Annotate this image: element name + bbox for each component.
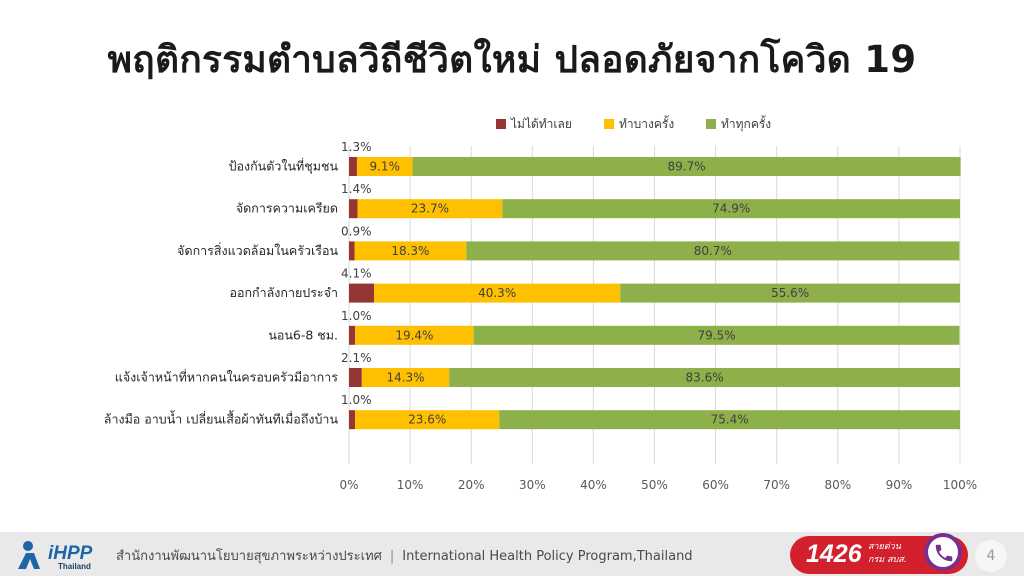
bar-segment xyxy=(449,368,960,387)
data-label: 74.9% xyxy=(712,202,750,216)
logo-subtext: Thailand xyxy=(58,562,91,571)
x-tick-label: 10% xyxy=(397,478,424,492)
x-tick-label: 20% xyxy=(458,478,485,492)
bar-segment xyxy=(502,199,960,219)
data-label: 18.3% xyxy=(391,244,429,258)
bar-segment xyxy=(356,157,413,176)
data-label: 4.1% xyxy=(341,267,372,281)
bar-segment xyxy=(620,283,960,303)
org-name-thai: สำนักงานพัฒนานโยบายสุขภาพระหว่างประเทศ xyxy=(116,549,382,564)
bar-segment xyxy=(355,325,474,345)
slide-title: พฤติกรรมตำบลวิถีชีวิตใหม่ ปลอดภัยจากโควิ… xyxy=(107,38,917,81)
hotline-number: 1426 xyxy=(806,540,862,568)
bar-segment xyxy=(349,199,358,219)
x-tick-label: 30% xyxy=(519,478,546,492)
x-tick-label: 0% xyxy=(339,478,358,492)
category-label: ออกกำลังกายประจำ xyxy=(229,285,338,300)
page-number: 4 xyxy=(975,540,1007,572)
category-label: ล้างมือ อาบน้ำ เปลี่ยนเสื้อผ้าทันทีเมื่อ… xyxy=(104,410,339,427)
category-label: จัดการความเครียด xyxy=(236,201,338,216)
data-label: 1.3% xyxy=(341,140,372,154)
data-label: 0.9% xyxy=(341,224,372,238)
data-label: 23.6% xyxy=(408,413,446,427)
data-label: 79.5% xyxy=(697,328,735,342)
category-label: แจ้งเจ้าหน้าที่หากคนในครอบครัวมีอาการ xyxy=(115,369,338,385)
data-label: 80.7% xyxy=(694,244,732,258)
footer-separator: | xyxy=(389,549,395,564)
stacked-bar-chart: 0% 10% 20% 30% 40% 50% 60% 70% 80% 90% 100% ไม่ได้ท… xyxy=(104,115,977,492)
legend-swatch xyxy=(604,119,614,129)
x-tick-label: 90% xyxy=(886,478,913,492)
bar-segment xyxy=(361,368,450,387)
data-label: 83.6% xyxy=(686,371,724,385)
data-label: 1.0% xyxy=(341,309,372,323)
legend-label: ทำบางครั้ง xyxy=(619,115,674,131)
phone-icon xyxy=(924,533,962,571)
data-label: 14.3% xyxy=(386,371,424,385)
data-label: 89.7% xyxy=(668,160,706,174)
data-label: 23.7% xyxy=(411,202,449,216)
bar-segment xyxy=(466,241,960,261)
legend-swatch xyxy=(496,119,506,129)
x-tick-label: 50% xyxy=(641,478,668,492)
category-label: จัดการสิ่งแวดล้อมในครัวเรือน xyxy=(177,242,338,258)
bar-segment xyxy=(349,157,357,176)
bar-segment xyxy=(349,325,356,345)
logo-text: iHPP xyxy=(48,543,93,564)
data-label: 19.4% xyxy=(395,328,433,342)
org-name-english: International Health Policy Program,Thai… xyxy=(402,549,693,564)
bar-segment xyxy=(355,410,500,430)
data-label: 75.4% xyxy=(711,413,749,427)
bar-segment xyxy=(349,241,355,261)
data-label: 1.0% xyxy=(341,393,372,407)
category-label: ป้องกันตัวในที่ชุมชน xyxy=(229,158,339,175)
bar-segment xyxy=(349,410,356,430)
x-tick-label: 80% xyxy=(824,478,851,492)
bar-segment xyxy=(354,241,467,261)
data-label: 2.1% xyxy=(341,351,372,365)
hotline-label: สายด่วน กรม สบส. xyxy=(868,542,907,565)
x-tick-label: 100% xyxy=(943,478,977,492)
legend-swatch xyxy=(706,119,716,129)
bar-segment xyxy=(412,157,961,176)
ihpp-logo: iHPP Thailand xyxy=(14,539,94,573)
bar-segment xyxy=(499,410,960,430)
category-label: นอน6-8 ชม. xyxy=(268,327,338,342)
data-label: 40.3% xyxy=(478,286,516,300)
bar-segment xyxy=(473,325,960,345)
bar-segment xyxy=(349,368,362,387)
bar-segment xyxy=(349,283,375,303)
logo-figure-icon xyxy=(18,541,40,569)
legend-label: ไม่ได้ทำเลย xyxy=(510,117,572,131)
bar-segment xyxy=(357,199,503,219)
bar-segment xyxy=(374,283,621,303)
data-label: 55.6% xyxy=(771,286,809,300)
footer-organization: สำนักงานพัฒนานโยบายสุขภาพระหว่างประเทศ | I… xyxy=(116,545,693,566)
x-tick-label: 40% xyxy=(580,478,607,492)
data-label: 9.1% xyxy=(369,160,400,174)
x-tick-label: 70% xyxy=(763,478,790,492)
x-tick-label: 60% xyxy=(702,478,729,492)
data-label: 1.4% xyxy=(341,182,372,196)
legend-label: ทำทุกครั้ง xyxy=(721,115,771,132)
